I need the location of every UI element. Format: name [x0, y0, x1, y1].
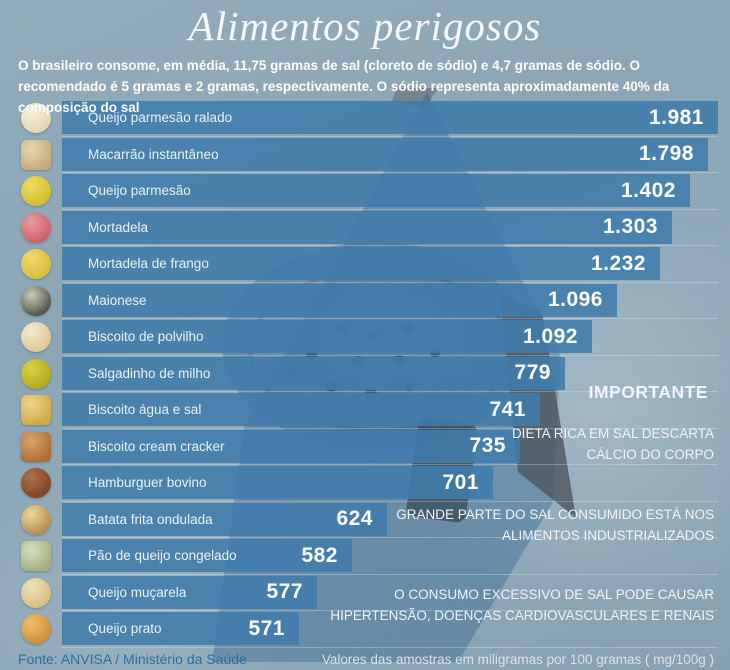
instant-noodles-icon	[21, 139, 51, 170]
table-row: Queijo prato 571	[0, 611, 730, 648]
food-label: Biscoito água e sal	[88, 402, 202, 417]
row-divider	[62, 318, 718, 319]
sodium-bar: Biscoito de polvilho 1.092	[62, 320, 592, 353]
chicken-mortadella-icon	[21, 249, 51, 279]
ruffled-chips-icon	[21, 504, 51, 535]
source-credit: Fonte: ANVISA / Ministério da Saúde	[18, 651, 247, 667]
sodium-value: 1.092	[522, 324, 578, 348]
table-row: Biscoito água e sal 741	[0, 392, 730, 429]
sodium-value: 1.402	[620, 178, 676, 202]
important-note: O CONSUMO EXCESSIVO DE SAL PODE CAUSAR H…	[330, 587, 714, 623]
table-row: Queijo parmesão ralado 1.981	[0, 100, 730, 137]
parmesan-cheese-icon	[21, 176, 51, 206]
sodium-bar: Hamburguer bovino 701	[62, 466, 493, 499]
sodium-bar: Queijo parmesão 1.402	[62, 174, 690, 207]
sodium-value: 1.232	[590, 251, 646, 275]
table-row: Biscoito de polvilho 1.092	[0, 319, 730, 356]
sodium-value: 624	[336, 507, 373, 530]
sodium-bar: Mortadela de frango 1.232	[62, 247, 660, 280]
food-label: Queijo prato	[88, 621, 162, 636]
food-label: Batata frita ondulada	[88, 511, 213, 527]
table-row: Pão de queijo congelado 582	[0, 538, 730, 575]
table-row: Mortadela de frango 1.232	[0, 246, 730, 283]
row-divider	[62, 245, 718, 246]
row-divider	[62, 500, 718, 502]
mortadella-icon	[21, 212, 51, 243]
sodium-value: 1.981	[648, 105, 704, 129]
food-label: Hamburguer bovino	[88, 475, 207, 490]
food-label: Salgadinho de milho	[88, 365, 211, 381]
grated-cheese-icon	[21, 103, 51, 133]
sodium-bar: Queijo muçarela 577	[62, 575, 317, 609]
sodium-bar: Biscoito cream cracker 735	[62, 429, 520, 463]
table-row: Maionese 1.096	[0, 283, 730, 319]
sodium-bar: Queijo prato 571	[62, 612, 299, 645]
corn-snack-icon	[21, 358, 51, 389]
table-row: Macarrão instantâneo 1.798	[0, 137, 730, 173]
sodium-bar: Salgadinho de milho 779	[62, 356, 565, 390]
cheese-bread-icon	[21, 541, 51, 571]
page-title: Alimentos perigosos	[188, 3, 542, 49]
row-divider	[62, 427, 718, 429]
sodium-bar: Queijo parmesão ralado 1.981	[62, 101, 718, 134]
row-divider	[62, 573, 718, 575]
sodium-bar: Maionese 1.096	[62, 283, 617, 317]
sodium-bar: Pão de queijo congelado 582	[62, 539, 352, 572]
sodium-value: 1.096	[547, 288, 603, 311]
row-divider	[62, 281, 718, 283]
prato-cheese-icon	[21, 614, 51, 644]
food-label: Mortadela	[88, 219, 149, 235]
sodium-value: 779	[514, 361, 551, 384]
table-row: Mortadela 1.303	[0, 210, 730, 246]
sodium-value: 741	[489, 397, 526, 421]
units-note: Valores das amostras em miligramas por 1…	[321, 652, 714, 667]
row-divider	[62, 208, 718, 210]
row-divider	[62, 537, 718, 538]
row-divider	[62, 464, 718, 465]
sodium-value: 1.303	[602, 215, 658, 238]
row-divider	[62, 354, 718, 356]
food-label: Queijo muçarela	[88, 584, 187, 600]
table-row: Queijo muçarela 577	[0, 575, 730, 611]
mayonnaise-icon	[21, 285, 51, 316]
intro-text: O brasileiro consome, em média, 11,75 gr…	[18, 58, 670, 115]
food-label: Macarrão instantâneo	[88, 146, 219, 162]
food-label: Biscoito cream cracker	[88, 438, 225, 454]
important-heading: IMPORTANTE	[588, 382, 708, 402]
important-note: GRANDE PARTE DO SAL CONSUMIDO ESTÁ NOS A…	[396, 507, 714, 543]
mozzarella-icon	[21, 577, 51, 608]
food-label: Maionese	[88, 292, 147, 308]
sodium-value: 1.798	[638, 142, 694, 165]
polvilho-biscuit-icon	[21, 322, 51, 352]
food-label: Queijo parmesão	[88, 183, 191, 198]
sodium-bar: Mortadela 1.303	[62, 210, 672, 244]
row-divider	[62, 646, 718, 648]
sodium-bar: Batata frita ondulada 624	[62, 502, 387, 536]
saltine-cracker-icon	[21, 395, 51, 425]
row-divider	[62, 610, 718, 611]
table-row: Queijo parmesão 1.402	[0, 173, 730, 210]
sodium-value: 582	[301, 543, 338, 567]
row-divider	[62, 135, 718, 137]
important-note: DIETA RICA EM SAL DESCARTA CÁLCIO DO COR…	[511, 426, 714, 462]
sodium-value: 571	[248, 616, 285, 640]
food-label: Biscoito de polvilho	[88, 329, 204, 344]
table-row: Batata frita ondulada 624	[0, 502, 730, 538]
table-row: Salgadinho de milho 779	[0, 356, 730, 392]
sodium-bar: Biscoito água e sal 741	[62, 393, 540, 426]
food-label: Queijo parmesão ralado	[88, 110, 233, 125]
cream-cracker-icon	[21, 431, 51, 462]
sodium-bar-chart: Queijo parmesão ralado 1.981 Macarrão in…	[0, 100, 730, 648]
row-divider	[62, 172, 718, 173]
beef-burger-icon	[21, 468, 51, 498]
sodium-value: 577	[266, 580, 303, 603]
food-label: Mortadela de frango	[88, 256, 209, 271]
food-label: Pão de queijo congelado	[88, 548, 237, 563]
table-row: Hamburguer bovino 701	[0, 465, 730, 502]
row-divider	[62, 391, 718, 392]
sodium-value: 701	[442, 470, 479, 494]
sodium-bar: Macarrão instantâneo 1.798	[62, 137, 708, 171]
